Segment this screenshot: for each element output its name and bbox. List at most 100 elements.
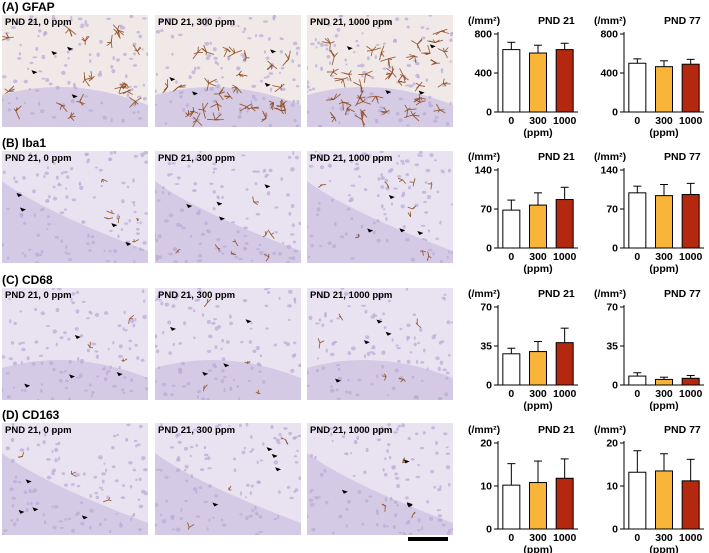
x-tick-label: 0	[508, 388, 514, 400]
x-tick-label: 300	[655, 115, 673, 127]
micrograph-cd163-300ppm: PND 21, 300 ppm	[155, 423, 301, 535]
y-tick-label: 70	[480, 302, 492, 314]
bar-0ppm	[628, 62, 647, 113]
y-tick-label: 35	[606, 341, 618, 353]
y-tick-label: 35	[480, 341, 492, 353]
bar-1000ppm	[681, 194, 700, 249]
bar-0ppm	[502, 353, 521, 386]
x-axis-label: (ppm)	[649, 400, 678, 412]
x-axis-label: (ppm)	[649, 544, 678, 553]
bar-0ppm	[502, 209, 521, 249]
y-tick-label: 10	[480, 481, 492, 493]
micrograph-label: PND 21, 300 ppm	[158, 153, 236, 164]
x-axis-label: (ppm)	[523, 544, 552, 553]
x-axis-label: (ppm)	[523, 263, 552, 275]
chart-title: PND 21	[538, 151, 575, 163]
micrograph-label: PND 21, 0 ppm	[5, 425, 72, 436]
y-tick-label: 70	[480, 204, 492, 216]
x-axis-label: (ppm)	[523, 127, 552, 139]
bar-0ppm	[628, 192, 647, 249]
bar-300ppm	[655, 378, 673, 386]
micrograph-label: PND 21, 1000 ppm	[310, 153, 393, 164]
x-tick-label: 1000	[553, 388, 577, 400]
chart-title: PND 77	[664, 15, 701, 27]
bar-300ppm	[655, 66, 673, 113]
y-unit-label: (/mm²)	[594, 151, 626, 163]
y-tick-label: 800	[474, 29, 492, 41]
x-tick-label: 0	[634, 251, 640, 263]
micrograph-cd163-1000ppm: PND 21, 1000 ppm	[307, 423, 453, 535]
micrograph-label: PND 21, 1000 ppm	[310, 17, 393, 28]
x-tick-label: 0	[634, 532, 640, 544]
y-tick-label: 0	[612, 380, 618, 392]
bar-1000ppm	[555, 199, 574, 249]
micrograph-cd163-0ppm: PND 21, 0 ppm	[2, 423, 148, 535]
y-unit-label: (/mm²)	[468, 424, 500, 436]
x-tick-label: 1000	[679, 115, 703, 127]
bar-300ppm	[655, 470, 673, 530]
micrograph-gfap-1000ppm: PND 21, 1000 ppm	[307, 15, 453, 127]
bar-1000ppm	[555, 49, 574, 113]
panel-label-cd68: (C) CD68	[2, 273, 53, 287]
micrograph-iba1-300ppm: PND 21, 300 ppm	[155, 151, 301, 263]
chart-cd163-pnd21: (/mm²) PND 21 0 10 20 0 300 1000(ppm)	[468, 424, 578, 553]
x-tick-label: 0	[508, 115, 514, 127]
x-tick-label: 300	[655, 388, 673, 400]
micrograph-label: PND 21, 0 ppm	[5, 290, 72, 301]
y-tick-label: 140	[474, 165, 492, 177]
x-tick-label: 300	[655, 251, 673, 263]
x-tick-label: 300	[529, 251, 547, 263]
chart-gfap-pnd77: (/mm²) PND 77 0 400 800 0 300 1000(ppm)	[594, 15, 704, 139]
micrograph-cd68-0ppm: PND 21, 0 ppm	[2, 288, 148, 400]
bar-300ppm	[529, 204, 547, 249]
bar-1000ppm	[681, 63, 700, 113]
y-tick-label: 0	[486, 243, 492, 255]
y-unit-label: (/mm²)	[594, 424, 626, 436]
x-tick-label: 300	[529, 388, 547, 400]
bar-0ppm	[628, 471, 647, 530]
x-tick-label: 1000	[679, 251, 703, 263]
chart-title: PND 77	[664, 424, 701, 436]
micrograph-label: PND 21, 300 ppm	[158, 290, 236, 301]
y-unit-label: (/mm²)	[468, 151, 500, 163]
bar-1000ppm	[555, 342, 574, 386]
bar-300ppm	[529, 52, 547, 113]
chart-cd163-pnd77: (/mm²) PND 77 0 10 20 0 300 1000(ppm)	[594, 424, 704, 553]
x-tick-label: 1000	[553, 532, 577, 544]
chart-cd68-pnd21: (/mm²) PND 21 0 35 70 0 300 1000(ppm)	[468, 288, 578, 412]
micrograph-label: PND 21, 300 ppm	[158, 425, 236, 436]
bar-1000ppm	[681, 480, 700, 530]
x-tick-label: 1000	[679, 388, 703, 400]
chart-title: PND 21	[538, 15, 575, 27]
y-tick-label: 0	[486, 524, 492, 536]
y-tick-label: 140	[600, 165, 618, 177]
chart-title: PND 77	[664, 288, 701, 300]
y-tick-label: 0	[612, 107, 618, 119]
x-tick-label: 0	[634, 388, 640, 400]
micrograph-label: PND 21, 1000 ppm	[310, 425, 393, 436]
bar-300ppm	[529, 482, 547, 530]
micrograph-iba1-0ppm: PND 21, 0 ppm	[2, 151, 148, 263]
panel-label-gfap: (A) GFAP	[2, 0, 55, 14]
bar-1000ppm	[681, 377, 700, 386]
x-axis-label: (ppm)	[523, 400, 552, 412]
micrograph-cd68-1000ppm: PND 21, 1000 ppm	[307, 288, 453, 400]
micrograph-iba1-1000ppm: PND 21, 1000 ppm	[307, 151, 453, 263]
x-tick-label: 0	[508, 532, 514, 544]
chart-cd68-pnd77: (/mm²) PND 77 0 35 70 0 300 1000(ppm)	[594, 288, 704, 412]
x-tick-label: 300	[655, 532, 673, 544]
panel-label-cd163: (D) CD163	[2, 408, 60, 422]
micrograph-label: PND 21, 0 ppm	[5, 17, 72, 28]
y-unit-label: (/mm²)	[468, 15, 500, 27]
x-tick-label: 1000	[679, 532, 703, 544]
panel-label-iba1: (B) Iba1	[2, 136, 47, 150]
y-tick-label: 0	[612, 243, 618, 255]
y-unit-label: (/mm²)	[594, 288, 626, 300]
y-tick-label: 400	[600, 68, 618, 80]
x-tick-label: 0	[634, 115, 640, 127]
x-tick-label: 1000	[553, 251, 577, 263]
chart-title: PND 21	[538, 424, 575, 436]
y-unit-label: (/mm²)	[594, 15, 626, 27]
chart-title: PND 77	[664, 151, 701, 163]
micrograph-label: PND 21, 300 ppm	[158, 17, 236, 28]
